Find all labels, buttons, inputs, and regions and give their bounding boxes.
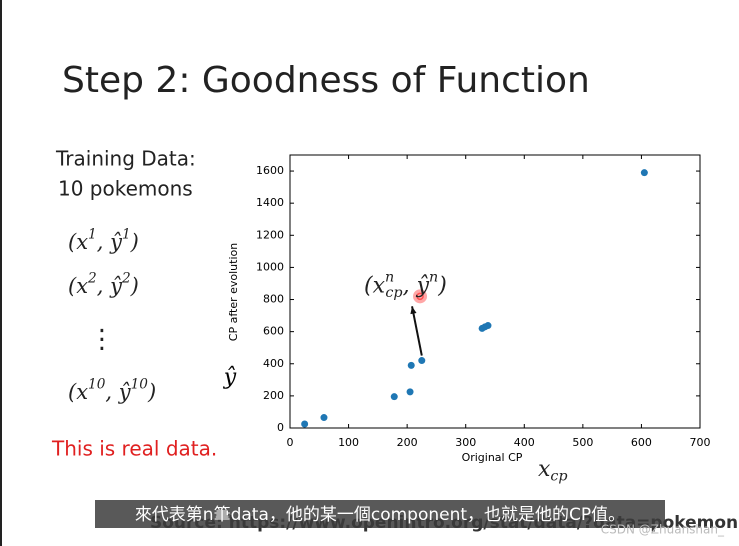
x-tick-label: 500 <box>572 436 593 449</box>
pair: (x1, ŷ1) <box>68 226 139 253</box>
arrow-head <box>410 306 417 315</box>
caption: 來代表第n筆data，他的某一個component，也就是他的CP值。 <box>135 505 625 525</box>
y-math: ŷ <box>223 365 237 390</box>
caption-box <box>95 500 665 528</box>
point <box>418 357 426 365</box>
y-tick-label: 1200 <box>256 228 284 241</box>
pair-part: 10 <box>88 376 106 392</box>
point <box>390 393 398 401</box>
y-tick-label: 400 <box>263 357 284 370</box>
pair-part: 1 <box>88 226 97 242</box>
pair: (x2, ŷ2) <box>68 270 139 297</box>
y-tick-label: 800 <box>263 293 284 306</box>
point <box>484 322 492 330</box>
x-tick-label: 200 <box>397 436 418 449</box>
annotation: (xn cp, ŷn) <box>364 270 447 301</box>
x-tick-label: 400 <box>514 436 535 449</box>
training-heading: Training Data: <box>55 147 196 171</box>
y-tick-label: 1600 <box>256 164 284 177</box>
pair-part: (x <box>68 380 88 404</box>
pair-part: ) <box>130 230 139 254</box>
annotation-part: n <box>429 270 438 286</box>
pair: (x10, ŷ10) <box>68 376 156 403</box>
plot-frame <box>289 154 701 429</box>
watermark: CSDN @Zhuanshan_ <box>601 523 725 537</box>
point <box>301 420 309 428</box>
point <box>407 361 415 369</box>
y-tick-label: 200 <box>263 389 284 402</box>
x-tick-label: 300 <box>455 436 476 449</box>
x-math-part: x <box>538 457 551 482</box>
point <box>320 414 328 422</box>
pair-part: 2 <box>87 270 97 286</box>
pair-part: 2 <box>121 270 131 286</box>
pair-part: , ŷ <box>97 230 123 254</box>
annotation-part: cp <box>385 285 402 301</box>
x-tick-label: 700 <box>690 436 711 449</box>
pair-part: , ŷ <box>105 380 131 404</box>
pair-part: (x <box>68 274 88 298</box>
highlight-center <box>416 292 424 301</box>
annotation-part: (x <box>364 273 386 298</box>
annotation-part: , ŷ <box>403 273 430 298</box>
y-tick-label: 1000 <box>256 260 284 273</box>
x-tick-label: 100 <box>338 436 359 449</box>
y-label: CP after evolution <box>227 243 240 341</box>
slide-title: Step 2: Goodness of Function <box>62 60 590 101</box>
pair-part: 1 <box>122 226 131 242</box>
note: This is real data. <box>51 437 217 461</box>
highlight <box>413 289 428 304</box>
annotation-part: ) <box>437 273 447 298</box>
y-tick-label: 1400 <box>256 196 284 209</box>
x-tick-label: 0 <box>287 436 294 449</box>
y-tick-label: 0 <box>277 421 284 434</box>
x-math-part: cp <box>550 469 567 485</box>
x-label: Original CP <box>462 451 523 464</box>
arrow <box>411 306 423 356</box>
dots: ⋮ <box>89 325 115 355</box>
pair-part: (x <box>68 230 88 254</box>
annotation-part: n <box>385 270 394 286</box>
training-heading: 10 pokemons <box>58 177 193 201</box>
pair-part: , ŷ <box>97 274 123 298</box>
pair-part: 10 <box>131 376 149 392</box>
pair-part: ) <box>147 380 156 404</box>
pair-part: ) <box>130 274 139 298</box>
x-tick-label: 600 <box>631 436 652 449</box>
x-math: xcp <box>538 457 568 485</box>
point <box>406 388 414 396</box>
point <box>640 169 648 177</box>
y-tick-label: 600 <box>263 325 284 338</box>
